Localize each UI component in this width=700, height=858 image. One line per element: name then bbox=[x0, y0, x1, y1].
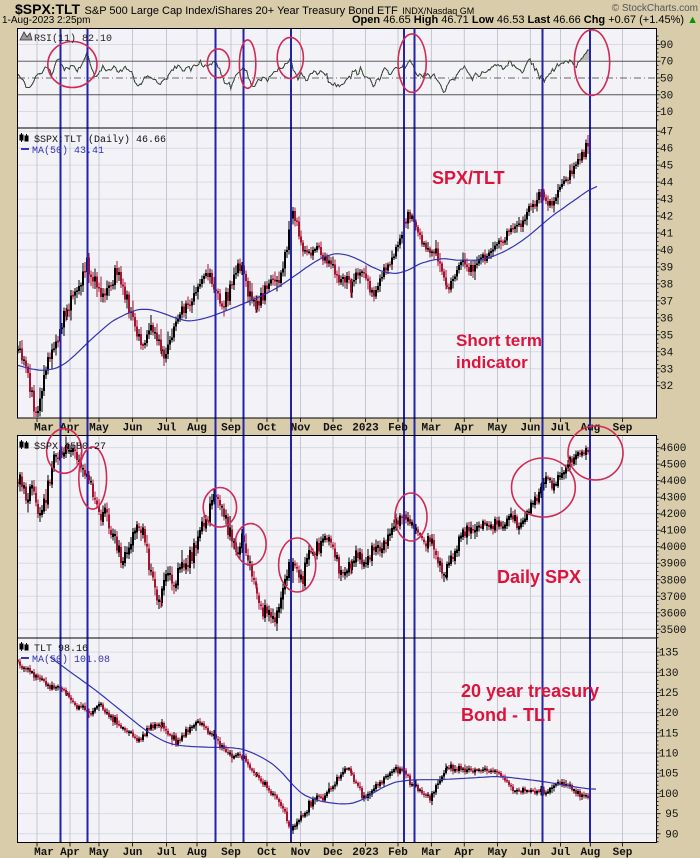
svg-text:Mar: Mar bbox=[34, 423, 54, 435]
svg-text:3500: 3500 bbox=[660, 625, 686, 637]
svg-text:MA(50) 43.41: MA(50) 43.41 bbox=[32, 145, 104, 157]
svg-text:RSI(11) 82.10: RSI(11) 82.10 bbox=[34, 33, 112, 45]
svg-text:Apr: Apr bbox=[60, 423, 80, 435]
svg-text:40: 40 bbox=[660, 246, 673, 258]
svg-text:Sep: Sep bbox=[613, 847, 633, 858]
svg-text:Oct: Oct bbox=[257, 847, 277, 858]
svg-text:Aug: Aug bbox=[187, 847, 207, 858]
svg-text:Sep: Sep bbox=[221, 423, 241, 435]
svg-text:May: May bbox=[89, 847, 109, 858]
svg-text:95: 95 bbox=[665, 809, 678, 821]
svg-text:110: 110 bbox=[659, 749, 679, 761]
svg-text:34: 34 bbox=[660, 347, 674, 359]
svg-text:43: 43 bbox=[660, 195, 673, 207]
svg-text:115: 115 bbox=[659, 728, 679, 740]
svg-text:90: 90 bbox=[660, 40, 673, 52]
svg-text:45: 45 bbox=[660, 161, 673, 173]
svg-text:39: 39 bbox=[660, 263, 673, 275]
svg-text:Jun: Jun bbox=[520, 847, 540, 858]
svg-text:Feb: Feb bbox=[388, 847, 408, 858]
svg-text:Jul: Jul bbox=[157, 423, 177, 435]
svg-text:120: 120 bbox=[659, 708, 679, 720]
svg-text:Daily SPX: Daily SPX bbox=[497, 567, 581, 587]
svg-text:4300: 4300 bbox=[660, 493, 686, 505]
svg-text:20 year treasury: 20 year treasury bbox=[461, 681, 599, 701]
svg-text:135: 135 bbox=[659, 648, 679, 660]
svg-text:Aug: Aug bbox=[580, 847, 600, 858]
svg-text:4000: 4000 bbox=[660, 542, 686, 554]
svg-text:4600: 4600 bbox=[660, 443, 686, 455]
svg-text:3900: 3900 bbox=[660, 559, 686, 571]
svg-text:Apr: Apr bbox=[454, 423, 474, 435]
svg-text:44: 44 bbox=[660, 178, 674, 190]
svg-text:33: 33 bbox=[660, 364, 673, 376]
svg-text:42: 42 bbox=[660, 212, 673, 224]
svg-text:4500: 4500 bbox=[660, 460, 686, 472]
svg-text:Jun: Jun bbox=[123, 423, 143, 435]
svg-text:$SPX:TLT (Daily) 46.66: $SPX:TLT (Daily) 46.66 bbox=[34, 134, 166, 146]
svg-text:Apr: Apr bbox=[60, 847, 80, 858]
svg-text:38: 38 bbox=[660, 279, 673, 291]
svg-text:41: 41 bbox=[660, 229, 674, 241]
svg-text:70: 70 bbox=[660, 57, 673, 69]
svg-text:Oct: Oct bbox=[257, 423, 277, 435]
svg-text:Bond - TLT: Bond - TLT bbox=[461, 705, 555, 725]
svg-text:4400: 4400 bbox=[660, 476, 686, 488]
svg-text:36: 36 bbox=[660, 313, 673, 325]
svg-text:35: 35 bbox=[660, 330, 673, 342]
svg-text:30: 30 bbox=[660, 90, 673, 102]
svg-text:3700: 3700 bbox=[660, 592, 686, 604]
svg-text:37: 37 bbox=[660, 296, 673, 308]
svg-text:Dec: Dec bbox=[323, 847, 343, 858]
svg-text:SPX/TLT: SPX/TLT bbox=[432, 168, 505, 188]
svg-text:Sep: Sep bbox=[613, 423, 633, 435]
svg-text:Feb: Feb bbox=[388, 423, 408, 435]
svg-text:90: 90 bbox=[665, 829, 678, 841]
svg-text:Apr: Apr bbox=[454, 847, 474, 858]
svg-text:May: May bbox=[488, 423, 508, 435]
svg-text:Nov: Nov bbox=[291, 847, 311, 858]
svg-text:50: 50 bbox=[660, 74, 673, 86]
svg-text:3800: 3800 bbox=[660, 575, 686, 587]
svg-text:4100: 4100 bbox=[660, 526, 686, 538]
svg-text:Jul: Jul bbox=[551, 423, 571, 435]
svg-text:Sep: Sep bbox=[221, 847, 241, 858]
svg-text:indicator: indicator bbox=[456, 353, 528, 372]
svg-text:Jun: Jun bbox=[520, 423, 540, 435]
svg-text:TLT 98.16: TLT 98.16 bbox=[34, 644, 88, 655]
svg-text:3600: 3600 bbox=[660, 608, 686, 620]
svg-text:Nov: Nov bbox=[291, 423, 311, 435]
svg-text:2023: 2023 bbox=[352, 423, 379, 435]
svg-text:Dec: Dec bbox=[323, 423, 343, 435]
svg-text:4200: 4200 bbox=[660, 509, 686, 521]
svg-text:Mar: Mar bbox=[421, 423, 441, 435]
svg-text:May: May bbox=[89, 423, 109, 435]
svg-text:105: 105 bbox=[659, 769, 679, 781]
svg-text:MA(50) 101.08: MA(50) 101.08 bbox=[32, 654, 110, 666]
svg-text:47: 47 bbox=[660, 127, 673, 139]
svg-text:Jul: Jul bbox=[157, 847, 177, 858]
svg-text:10: 10 bbox=[660, 107, 673, 119]
svg-text:2023: 2023 bbox=[352, 847, 379, 858]
svg-text:Short term: Short term bbox=[456, 331, 542, 350]
svg-text:Aug: Aug bbox=[187, 423, 207, 435]
svg-text:130: 130 bbox=[659, 668, 679, 680]
svg-text:Mar: Mar bbox=[421, 847, 441, 858]
svg-text:32: 32 bbox=[660, 381, 673, 393]
svg-text:Mar: Mar bbox=[34, 847, 54, 858]
svg-text:Jun: Jun bbox=[123, 847, 143, 858]
svg-text:May: May bbox=[488, 847, 508, 858]
svg-text:46: 46 bbox=[660, 144, 673, 156]
svg-text:$SPX 4580.27: $SPX 4580.27 bbox=[34, 441, 106, 453]
svg-text:125: 125 bbox=[659, 688, 679, 700]
svg-text:Jul: Jul bbox=[551, 847, 571, 858]
svg-text:100: 100 bbox=[659, 789, 679, 801]
